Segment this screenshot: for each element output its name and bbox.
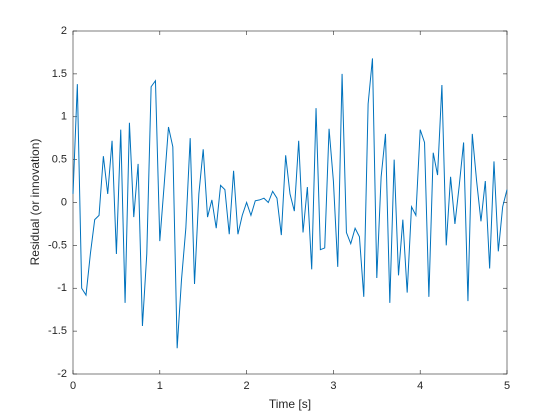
y-tick-label: 2 [61, 25, 67, 37]
axes-box [72, 30, 508, 375]
x-tick-label: 5 [504, 380, 510, 392]
data-line [72, 58, 508, 349]
y-tick-label: 1 [61, 111, 67, 123]
x-tick-label: 1 [157, 380, 163, 392]
y-axis-label: Residual (or innovation) [28, 139, 42, 266]
y-tick-label: -1.5 [48, 325, 67, 337]
x-tick-label: 2 [244, 380, 250, 392]
y-tick-label: 0 [61, 196, 67, 208]
x-tick-label: 0 [70, 380, 76, 392]
x-axis-label: Time [s] [269, 397, 311, 411]
y-tick-label: 1.5 [52, 68, 67, 80]
y-tick-label: -2 [57, 368, 67, 380]
x-tick-label: 4 [417, 380, 423, 392]
x-tick-label: 3 [330, 380, 336, 392]
y-tick-label: 0.5 [52, 154, 67, 166]
y-tick-label: -1 [57, 282, 67, 294]
y-tick-label: -0.5 [48, 239, 67, 251]
